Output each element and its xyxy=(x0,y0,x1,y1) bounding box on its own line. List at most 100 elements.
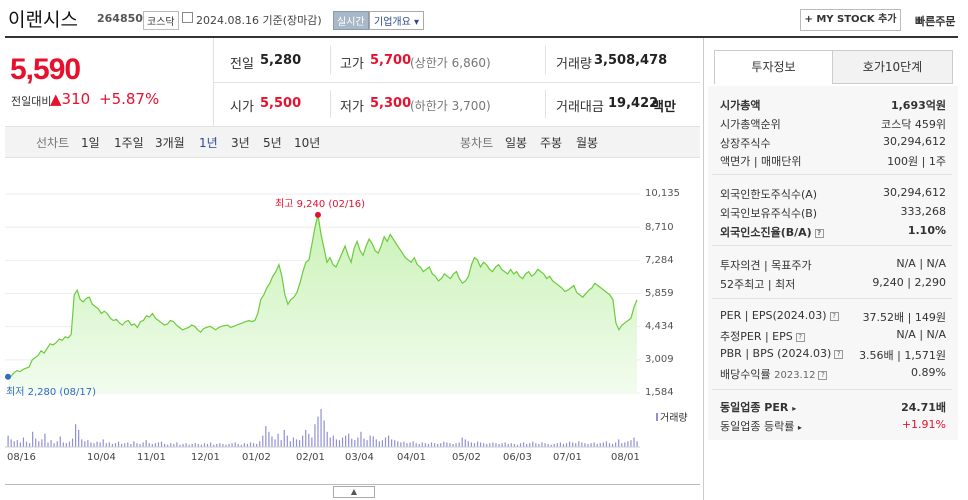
volume-bar xyxy=(295,439,298,447)
period-10y[interactable]: 10년 xyxy=(294,136,321,150)
volume-bar xyxy=(556,443,558,447)
date-text: 2024.08.16 기준(장마감) xyxy=(196,12,322,28)
volume-bar xyxy=(240,444,242,447)
volume-bar xyxy=(320,409,322,447)
volume-bar xyxy=(252,443,255,447)
volume-bar xyxy=(163,443,166,447)
prev-close-label: 전일 xyxy=(230,57,254,72)
high-value: 5,700 xyxy=(370,53,412,68)
volume-bar xyxy=(470,442,473,447)
per-label: PER | EPS(2024.03)? xyxy=(720,309,839,322)
volume-bar xyxy=(256,443,258,447)
quick-order-button[interactable]: 빠른주문 xyxy=(915,15,956,28)
period-5y[interactable]: 5년 xyxy=(263,136,282,150)
volume-bar xyxy=(611,443,614,447)
volume-bar xyxy=(443,441,445,447)
volume-legend-swatch xyxy=(656,413,658,421)
help-icon[interactable]: ? xyxy=(829,311,839,321)
volume-bar xyxy=(397,441,399,447)
tab-hoga[interactable]: 호가10단계 xyxy=(832,50,953,84)
period-1w[interactable]: 1주일 xyxy=(114,136,144,150)
dividend-label-text: 배당수익률 xyxy=(720,368,771,381)
volume-bar xyxy=(225,444,227,447)
volume-bar xyxy=(157,442,160,447)
dropdown-arrow-icon: ▾ xyxy=(414,17,420,28)
volume-bar xyxy=(464,439,466,447)
volume-bar xyxy=(602,442,604,447)
per-value: 37.52배 | 149원 xyxy=(862,311,946,324)
sector-per-label[interactable]: 동일업종 PER ▸ xyxy=(720,399,796,415)
period-1d[interactable]: 1일 xyxy=(81,136,100,150)
dividend-date: 2023.12 xyxy=(774,370,816,381)
week52-value: 9,240 | 2,290 xyxy=(872,276,946,289)
corp-overview-button[interactable]: 기업개요 ▾ xyxy=(369,11,425,30)
help-icon[interactable]: ? xyxy=(814,228,824,238)
volume-bar xyxy=(84,441,86,447)
sector-change-label[interactable]: 동일업종 등락률 ▸ xyxy=(720,418,802,434)
volume-bar xyxy=(492,442,494,447)
volume-bar xyxy=(271,436,273,447)
volume-bar xyxy=(96,441,98,447)
volume-bar xyxy=(108,442,110,447)
volume-bar xyxy=(188,444,190,447)
volume-bar xyxy=(541,442,543,447)
volume-bar xyxy=(400,442,402,447)
volume-label: 거래량 xyxy=(556,57,592,72)
chevron-up-icon: ▲ xyxy=(350,487,358,496)
volume-bar xyxy=(421,442,423,447)
volume-bar xyxy=(621,443,623,447)
volume-bar xyxy=(68,441,71,447)
volume-bar xyxy=(480,442,482,447)
volume-bar xyxy=(476,441,479,447)
x-tick: 04/01 xyxy=(397,452,426,463)
volume-bar xyxy=(117,441,120,447)
calendar-icon xyxy=(182,12,193,23)
candle-daily[interactable]: 일봉 xyxy=(505,136,528,150)
volume-bar xyxy=(185,443,187,447)
volume-bar xyxy=(394,440,396,447)
help-icon[interactable]: ? xyxy=(818,370,828,380)
volume-bar xyxy=(375,439,377,447)
candle-monthly[interactable]: 월봉 xyxy=(576,136,599,150)
help-icon[interactable]: ? xyxy=(795,332,805,342)
period-3m[interactable]: 3개월 xyxy=(155,136,185,150)
volume-bar xyxy=(148,443,150,447)
volume-bar xyxy=(25,441,28,447)
volume-bar xyxy=(593,442,595,447)
volume-bar xyxy=(246,443,249,447)
volume-bar xyxy=(532,441,534,447)
period-3y[interactable]: 3년 xyxy=(231,136,250,150)
y-tick: 4,434 xyxy=(645,321,674,332)
add-mystock-button[interactable]: + MY STOCK 추가 xyxy=(800,9,901,31)
help-icon[interactable]: ? xyxy=(834,349,844,359)
volume-bar xyxy=(412,441,414,447)
foreign-limit-value: 30,294,612 xyxy=(883,186,946,199)
price-chart[interactable] xyxy=(0,160,702,460)
lower-limit: (하한가 3,700) xyxy=(410,99,491,113)
par-label: 액면가 | 매매단위 xyxy=(720,155,802,168)
prev-close-value: 5,280 xyxy=(260,53,302,68)
y-tick: 5,859 xyxy=(645,288,674,299)
candle-weekly[interactable]: 주봉 xyxy=(540,136,563,150)
period-1y[interactable]: 1년 xyxy=(199,136,218,150)
volume-bar xyxy=(298,440,301,447)
volume-bar xyxy=(274,439,276,447)
basis-text: 기준(장마감) xyxy=(262,14,322,27)
live-badge[interactable]: 실시간 xyxy=(333,11,369,30)
tab-invest-info[interactable]: 투자정보 xyxy=(714,50,833,84)
x-tick: 01/02 xyxy=(242,452,271,463)
volume-bar xyxy=(44,433,46,447)
volume-bar xyxy=(538,443,540,447)
volume-bar xyxy=(363,438,365,447)
volume-bar xyxy=(268,431,270,447)
volume-bar xyxy=(50,440,52,447)
volume-bar xyxy=(391,439,393,447)
expand-chart-button[interactable]: ▲ xyxy=(333,486,375,498)
volume-bar xyxy=(369,435,371,447)
volume-bar xyxy=(71,438,74,447)
amount-label: 거래대금 xyxy=(556,100,604,115)
volume-bar xyxy=(19,442,21,447)
open-label: 시가 xyxy=(230,100,254,115)
volume-bar xyxy=(311,437,313,447)
volume-bar xyxy=(197,443,199,447)
